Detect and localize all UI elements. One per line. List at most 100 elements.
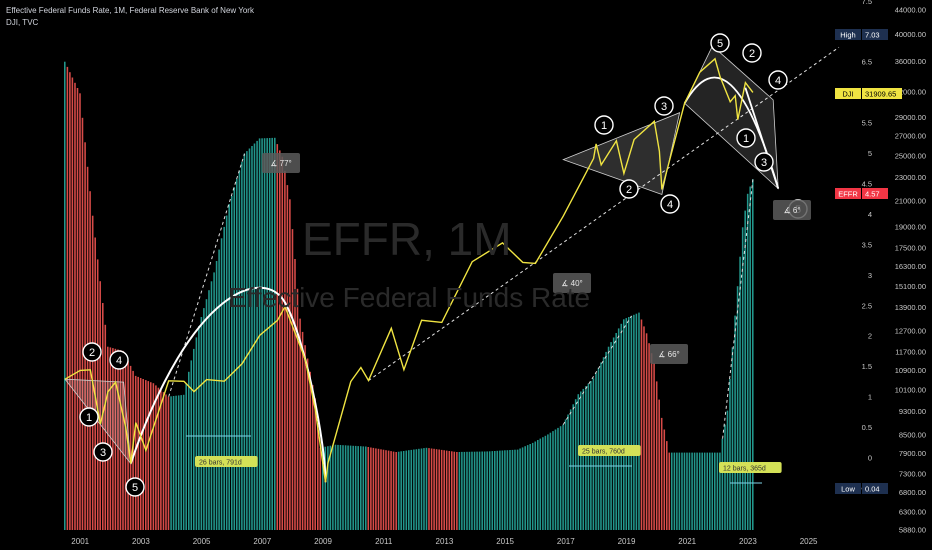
effr-bar-196 xyxy=(559,426,562,530)
effr-bar-5 xyxy=(76,88,79,530)
effr-bar-125 xyxy=(380,449,382,530)
dji-line xyxy=(64,57,754,483)
effr-bar-151 xyxy=(445,450,448,530)
wave-left-2-circle xyxy=(93,442,113,462)
range-ruler-2-label: 12 bars, 365d xyxy=(723,466,766,473)
effr-bar-200 xyxy=(569,409,572,530)
effr-bar-195 xyxy=(557,427,559,530)
price-effr-tag xyxy=(835,188,861,199)
effr-bar-214 xyxy=(605,351,607,530)
dji-tick-4: 29000.00 xyxy=(895,113,926,122)
effr-bar-42 xyxy=(170,396,172,530)
dji-tick-5: 27000.00 xyxy=(895,132,926,141)
effr-bar-203 xyxy=(577,394,580,530)
effr-bar-261 xyxy=(724,424,726,530)
effr-bar-244 xyxy=(681,452,683,530)
wave-right-3-circle xyxy=(736,128,756,148)
effr-bar-213 xyxy=(602,357,605,530)
x-tick-7: 2015 xyxy=(496,537,514,546)
price-low-value-box xyxy=(862,483,888,494)
effr-bar-67 xyxy=(233,187,236,531)
effr-bar-7 xyxy=(81,117,84,531)
effr-bar-252 xyxy=(701,452,703,530)
effr-bar-86 xyxy=(281,156,284,530)
dji-line-layer xyxy=(64,57,754,483)
effr-bar-173 xyxy=(501,450,504,530)
effr-bar-48 xyxy=(185,383,187,530)
effr-bar-181 xyxy=(521,447,524,530)
wave-right-1-label: 2 xyxy=(749,48,755,60)
effr-tick-9: 3 xyxy=(868,271,872,280)
effr-tick-11: 2 xyxy=(868,332,872,341)
range-ruler-1-box xyxy=(578,445,641,456)
effr-bar-127 xyxy=(385,450,387,530)
effr-tick-5: 5 xyxy=(868,149,872,158)
effr-bar-81 xyxy=(268,138,271,530)
effr-bar-66 xyxy=(231,195,233,530)
effr-bar-268 xyxy=(741,227,744,531)
effr-bar-258 xyxy=(716,452,719,530)
dji-tick-0: 44000.00 xyxy=(895,5,926,14)
effr-bar-126 xyxy=(382,449,385,530)
effr-bar-235 xyxy=(658,399,660,530)
effr-bar-189 xyxy=(542,437,544,530)
effr-bar-144 xyxy=(428,448,430,530)
effr-bar-194 xyxy=(554,429,557,530)
axes: 7.576.565.554.543.532.521.510.50-0.54400… xyxy=(71,0,926,546)
effr-bar-154 xyxy=(453,451,456,530)
effr-bar-53 xyxy=(198,326,200,530)
effr-bar-6 xyxy=(79,93,81,531)
effr-bar-248 xyxy=(691,452,693,530)
effr-bar-160 xyxy=(468,451,471,530)
effr-bar-52 xyxy=(195,337,198,530)
dji-tick-21: 7300.00 xyxy=(899,470,926,479)
wave-left-4-label: 5 xyxy=(132,482,138,494)
effr-bar-230 xyxy=(645,333,648,530)
x-tick-11: 2023 xyxy=(739,537,757,546)
effr-bar-8 xyxy=(84,142,86,531)
x-tick-5: 2011 xyxy=(375,537,393,546)
effr-bar-187 xyxy=(537,440,539,530)
effr-tick-13: 1 xyxy=(868,393,872,402)
effr-bar-146 xyxy=(433,448,435,530)
x-tick-3: 2007 xyxy=(253,537,271,546)
effr-bar-174 xyxy=(504,450,506,530)
effr-bar-255 xyxy=(709,452,711,530)
effr-bar-225 xyxy=(633,314,635,530)
effr-bar-82 xyxy=(271,137,273,530)
wave-mid-2-circle xyxy=(654,96,674,116)
effr-bar-162 xyxy=(473,451,476,530)
effr-bar-114 xyxy=(352,445,354,530)
wave-mid-3-circle xyxy=(660,194,680,214)
effr-bar-94 xyxy=(301,331,304,530)
effr-bar-221 xyxy=(623,319,625,530)
effr-bar-98 xyxy=(311,385,314,530)
effr-bar-12 xyxy=(94,237,96,530)
effr-bar-44 xyxy=(175,395,177,530)
effr-bar-272 xyxy=(752,179,754,530)
effr-bar-216 xyxy=(610,342,612,530)
effr-bar-206 xyxy=(585,386,587,530)
effr-bar-85 xyxy=(279,150,281,530)
effr-bar-29 xyxy=(137,376,139,530)
dji-tick-10: 17500.00 xyxy=(895,244,926,253)
x-tick-2: 2005 xyxy=(193,537,211,546)
dji-tick-11: 16300.00 xyxy=(895,262,926,271)
effr-bar-45 xyxy=(177,395,180,530)
effr-bar-266 xyxy=(736,286,739,530)
angle-badge-2-box xyxy=(650,344,688,364)
effr-bar-16 xyxy=(104,324,107,530)
effr-bar-26 xyxy=(129,365,132,530)
effr-bar-21 xyxy=(117,349,119,530)
chart-subtitle: DJI, TVC xyxy=(6,18,39,27)
wave-left-4-circle xyxy=(125,477,145,497)
effr-bar-207 xyxy=(587,383,590,530)
wave-mid-0-circle xyxy=(594,115,614,135)
effr-bar-250 xyxy=(696,452,698,530)
effr-bar-64 xyxy=(225,215,228,530)
effr-bar-49 xyxy=(188,371,190,530)
effr-bar-43 xyxy=(172,396,175,530)
effr-bar-246 xyxy=(686,452,688,530)
triangle-2022 xyxy=(684,45,779,190)
effr-bar-204 xyxy=(580,391,582,530)
